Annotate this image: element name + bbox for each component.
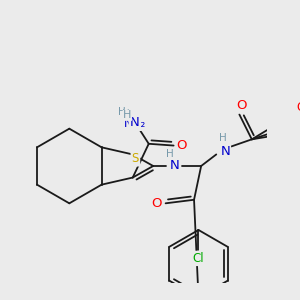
Text: Cl: Cl xyxy=(193,252,204,265)
Text: H: H xyxy=(219,133,226,142)
Text: H: H xyxy=(118,107,126,117)
Text: N: N xyxy=(169,160,179,172)
Text: H: H xyxy=(166,148,174,159)
Text: H: H xyxy=(122,109,130,118)
Text: NH₂: NH₂ xyxy=(124,117,146,130)
Text: N: N xyxy=(130,116,140,129)
Text: O: O xyxy=(236,99,246,112)
Text: H: H xyxy=(123,110,132,120)
Text: O: O xyxy=(152,197,162,210)
Text: S: S xyxy=(132,152,139,165)
Text: N: N xyxy=(220,145,230,158)
Text: O: O xyxy=(296,101,300,114)
Text: O: O xyxy=(176,139,187,152)
